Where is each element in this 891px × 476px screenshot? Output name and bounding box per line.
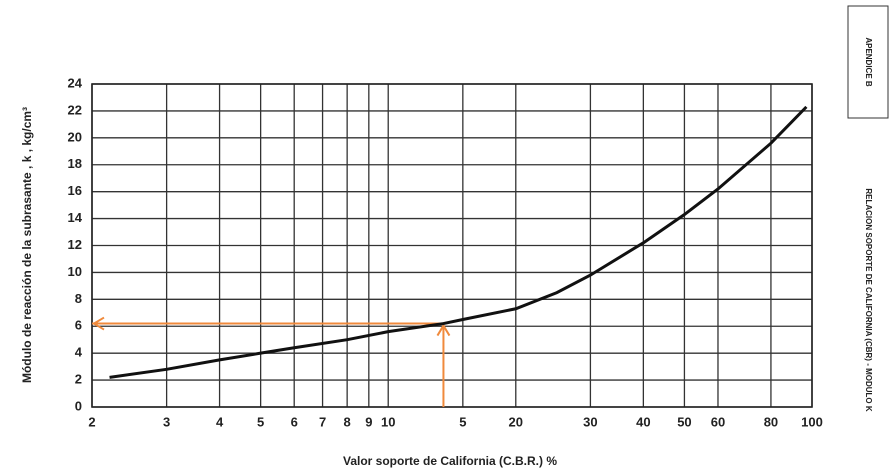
- x-tick-label: 100: [801, 414, 823, 429]
- y-tick-label: 16: [68, 183, 82, 198]
- y-axis-label: Módulo de reacción de la subrasante , k …: [20, 107, 34, 383]
- annotation-arrow: [92, 322, 445, 407]
- x-tick-label: 40: [636, 414, 650, 429]
- y-tick-label: 0: [75, 398, 82, 413]
- side-box: [847, 5, 889, 119]
- y-tick-label: 22: [68, 102, 82, 117]
- x-tick-label: 3: [163, 414, 170, 429]
- x-tick-label: 6: [291, 414, 298, 429]
- side-text: RELACION SOPORTE DE CALIFORNIA (CBR) - M…: [864, 188, 873, 411]
- x-axis-label: Valor soporte de California (C.B.R.) %: [343, 454, 557, 468]
- x-tick-label: 4: [216, 414, 224, 429]
- y-tick-label: 4: [75, 345, 83, 360]
- x-tick-label: 80: [764, 414, 778, 429]
- x-tick-label: 9: [365, 414, 372, 429]
- x-tick-label: 60: [711, 414, 725, 429]
- y-tick-label: 24: [68, 75, 83, 90]
- y-tick-label: 20: [68, 129, 82, 144]
- arrow-head: [436, 323, 451, 337]
- y-tick-label: 8: [75, 291, 82, 306]
- x-tick-label: 7: [319, 414, 326, 429]
- side-text: APENDICE B: [864, 37, 873, 87]
- arrow-head: [92, 316, 105, 331]
- x-tick-label: 5: [459, 414, 466, 429]
- x-tick-label: 20: [509, 414, 523, 429]
- y-tick-label: 12: [68, 237, 82, 252]
- y-tick-label: 2: [75, 372, 82, 387]
- y-tick-label: 14: [68, 210, 83, 225]
- y-tick-label: 6: [75, 318, 82, 333]
- plot-frame: [91, 83, 813, 408]
- x-tick-label: 5: [257, 414, 264, 429]
- x-tick-label: 2: [88, 414, 95, 429]
- x-tick-label: 50: [677, 414, 691, 429]
- curve: [109, 105, 808, 379]
- y-tick-label: 18: [68, 156, 82, 171]
- x-tick-label: 8: [344, 414, 351, 429]
- y-tick-label: 10: [68, 264, 82, 279]
- x-tick-label: 10: [381, 414, 395, 429]
- x-tick-label: 30: [583, 414, 597, 429]
